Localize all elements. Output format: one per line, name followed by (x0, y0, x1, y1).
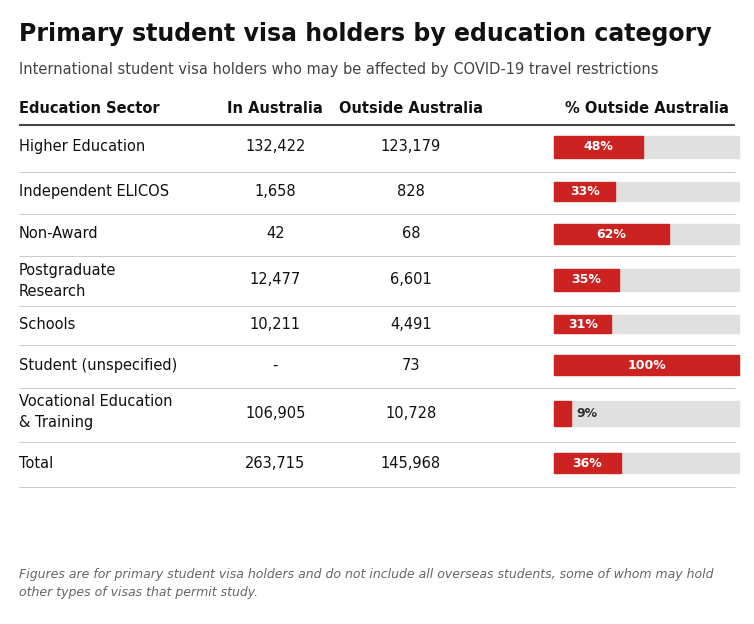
Text: 68: 68 (402, 227, 420, 241)
Bar (554, 401, 739, 426)
Text: 73: 73 (402, 358, 420, 373)
Text: Education Sector: Education Sector (19, 101, 160, 116)
Text: Outside Australia: Outside Australia (339, 101, 483, 116)
Bar (554, 136, 739, 158)
Bar (554, 224, 669, 244)
Text: Total: Total (19, 456, 53, 470)
Text: 10,728: 10,728 (385, 406, 437, 421)
Text: 1,658: 1,658 (254, 184, 296, 199)
Bar (554, 224, 739, 244)
Text: 9%: 9% (577, 407, 598, 420)
Text: Independent ELICOS: Independent ELICOS (19, 184, 169, 199)
Text: 6,601: 6,601 (390, 272, 432, 288)
Text: 123,179: 123,179 (381, 139, 441, 155)
Text: -: - (272, 358, 278, 373)
Text: % Outside Australia: % Outside Australia (565, 101, 728, 116)
Text: Figures are for primary student visa holders and do not include all overseas stu: Figures are for primary student visa hol… (19, 568, 713, 599)
Bar (554, 401, 571, 426)
Text: Postgraduate
Research: Postgraduate Research (19, 263, 116, 299)
Text: 10,211: 10,211 (250, 316, 301, 332)
Text: 106,905: 106,905 (245, 406, 305, 421)
Text: 31%: 31% (568, 318, 598, 331)
Text: 62%: 62% (596, 228, 627, 240)
Text: In Australia: In Australia (228, 101, 323, 116)
Bar (554, 182, 739, 202)
Text: 48%: 48% (584, 140, 614, 154)
Text: Student (unspecified): Student (unspecified) (19, 358, 177, 373)
Bar (554, 268, 739, 291)
Bar (554, 452, 621, 474)
Text: 12,477: 12,477 (250, 272, 301, 288)
Bar (554, 355, 739, 375)
Text: 33%: 33% (570, 185, 599, 198)
Text: 100%: 100% (627, 359, 666, 371)
Text: 828: 828 (397, 184, 425, 199)
Text: 145,968: 145,968 (381, 456, 441, 470)
Text: 36%: 36% (572, 457, 602, 469)
Bar (554, 136, 643, 158)
Text: 42: 42 (266, 227, 284, 241)
Text: Primary student visa holders by education category: Primary student visa holders by educatio… (19, 22, 712, 46)
Text: 4,491: 4,491 (390, 316, 432, 332)
Text: Vocational Education
& Training: Vocational Education & Training (19, 394, 173, 430)
Text: Schools: Schools (19, 316, 75, 332)
Text: International student visa holders who may be affected by COVID-19 travel restri: International student visa holders who m… (19, 62, 658, 77)
Bar (554, 315, 739, 333)
Bar (554, 315, 611, 333)
Text: 132,422: 132,422 (245, 139, 305, 155)
Text: Non-Award: Non-Award (19, 227, 99, 241)
Text: 263,715: 263,715 (245, 456, 305, 470)
Bar (554, 268, 619, 291)
Text: Higher Education: Higher Education (19, 139, 145, 155)
Bar (554, 182, 615, 202)
Bar (554, 452, 739, 474)
Bar (554, 355, 739, 375)
Text: 35%: 35% (572, 273, 602, 286)
